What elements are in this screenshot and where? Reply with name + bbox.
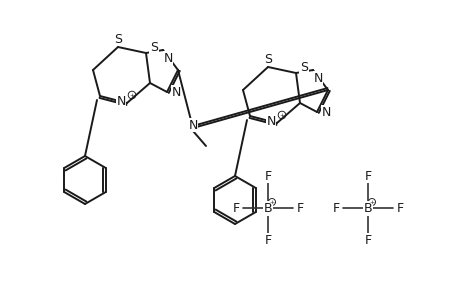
Text: +: + [129,92,134,98]
Text: F: F [332,202,339,214]
Text: +: + [279,112,284,118]
Text: S: S [114,32,122,46]
Text: +: + [369,200,374,205]
Text: F: F [364,169,371,182]
Text: N: N [171,85,180,98]
Text: F: F [264,233,271,247]
Text: N: N [188,118,197,131]
Text: N: N [321,106,330,118]
Text: B: B [363,202,371,214]
Text: F: F [396,202,403,214]
Text: F: F [232,202,239,214]
Text: S: S [150,40,157,53]
Text: S: S [263,52,271,65]
Text: F: F [364,233,371,247]
Text: N: N [163,52,172,64]
Text: F: F [264,169,271,182]
Text: F: F [296,202,303,214]
Text: B: B [263,202,272,214]
Text: N: N [313,71,322,85]
Text: +: + [269,200,274,205]
Text: N: N [266,115,275,128]
Text: S: S [299,61,308,74]
Text: N: N [116,94,125,107]
